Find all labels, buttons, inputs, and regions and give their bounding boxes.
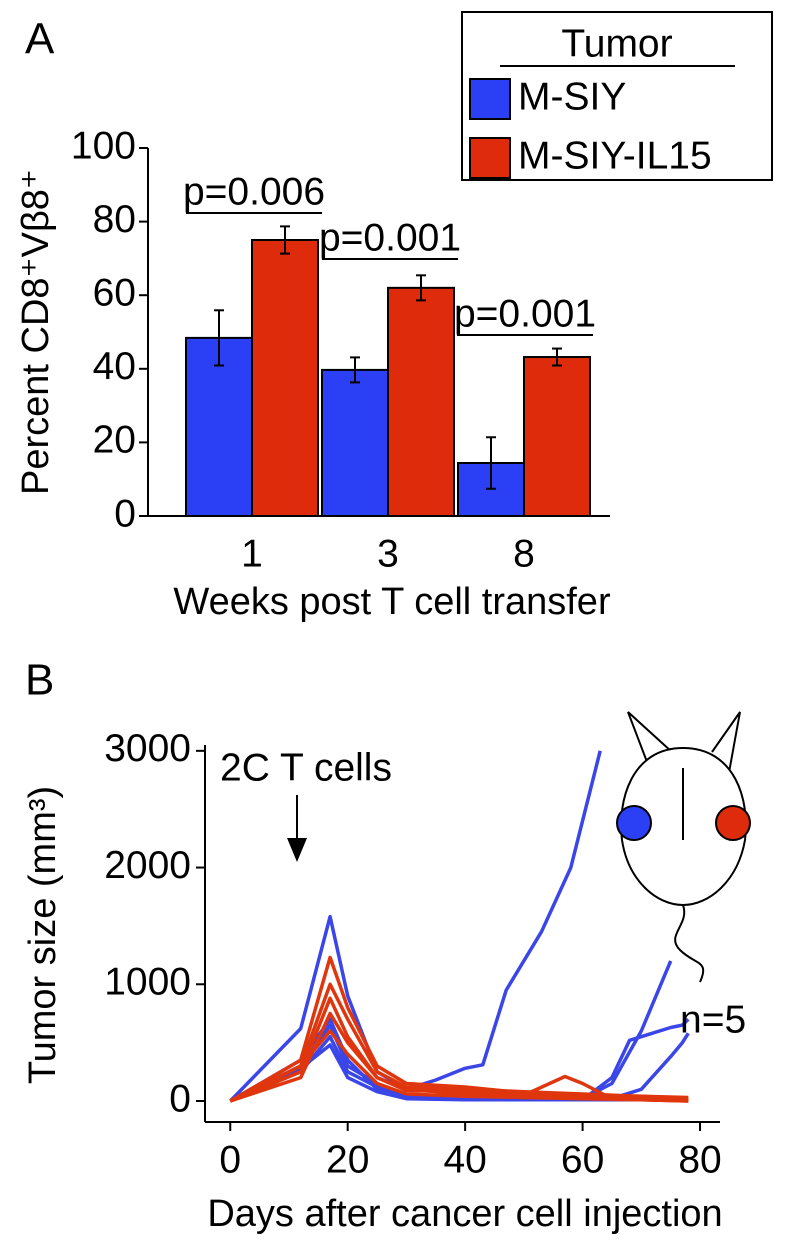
- error-bar: [486, 436, 496, 490]
- y-tick-label: 80: [93, 198, 136, 241]
- y-tick-label: 20: [93, 419, 136, 462]
- bar: [387, 286, 455, 517]
- y-tick-label: 1000: [104, 961, 191, 1004]
- y-tick-label: 3000: [104, 727, 191, 770]
- y-tick-label: 2000: [104, 844, 191, 887]
- y-axis-label: Percent CD8⁺Vβ8⁺: [15, 169, 57, 495]
- panel-label: B: [25, 656, 54, 705]
- y-tick-label: 0: [114, 492, 136, 535]
- x-tick-label: 8: [513, 532, 535, 575]
- error-bar: [214, 309, 224, 367]
- p-value: p=0.006: [183, 170, 325, 213]
- x-tick-label: 3: [377, 532, 399, 575]
- x-tick-label: 40: [443, 1138, 486, 1181]
- tumor-line: [229, 750, 602, 1103]
- legend-swatch: [469, 137, 511, 179]
- y-tick-label: 100: [71, 124, 136, 167]
- error-bar: [416, 274, 426, 302]
- tumor-line: [229, 982, 689, 1103]
- p-value: p=0.001: [454, 292, 596, 335]
- y-tick-label: 0: [169, 1077, 191, 1120]
- error-bar: [552, 347, 562, 367]
- annotation: 2C T cells: [220, 746, 392, 789]
- x-tick-label: 1: [241, 532, 263, 575]
- legend-label: M-SIY: [518, 75, 626, 118]
- error-bar: [350, 356, 360, 384]
- y-tick-label: 40: [93, 345, 136, 388]
- arrow-head: [287, 838, 307, 862]
- x-tick-label: 0: [219, 1138, 241, 1181]
- x-tick-label: 80: [678, 1138, 721, 1181]
- annotation: n=5: [680, 998, 746, 1041]
- error-bar: [280, 225, 290, 255]
- legend-swatch: [469, 78, 511, 120]
- x-tick-label: 60: [561, 1138, 604, 1181]
- x-axis-label: Weeks post T cell transfer: [173, 581, 611, 623]
- y-axis-label: Tumor size (mm³): [22, 786, 64, 1084]
- bar: [321, 368, 389, 517]
- p-value: p=0.001: [319, 216, 461, 259]
- legend-title: Tumor: [561, 22, 672, 65]
- bar: [251, 239, 319, 517]
- mouse-icon: [616, 711, 751, 983]
- x-tick-label: 20: [326, 1138, 369, 1181]
- y-tick-label: 60: [93, 271, 136, 314]
- panel-label: A: [25, 15, 55, 64]
- tumor-line: [229, 1029, 689, 1103]
- legend-label: M-SIY-IL15: [518, 134, 712, 177]
- x-axis-label: Days after cancer cell injection: [207, 1193, 722, 1235]
- legend-box: [461, 11, 773, 181]
- bar: [523, 356, 591, 517]
